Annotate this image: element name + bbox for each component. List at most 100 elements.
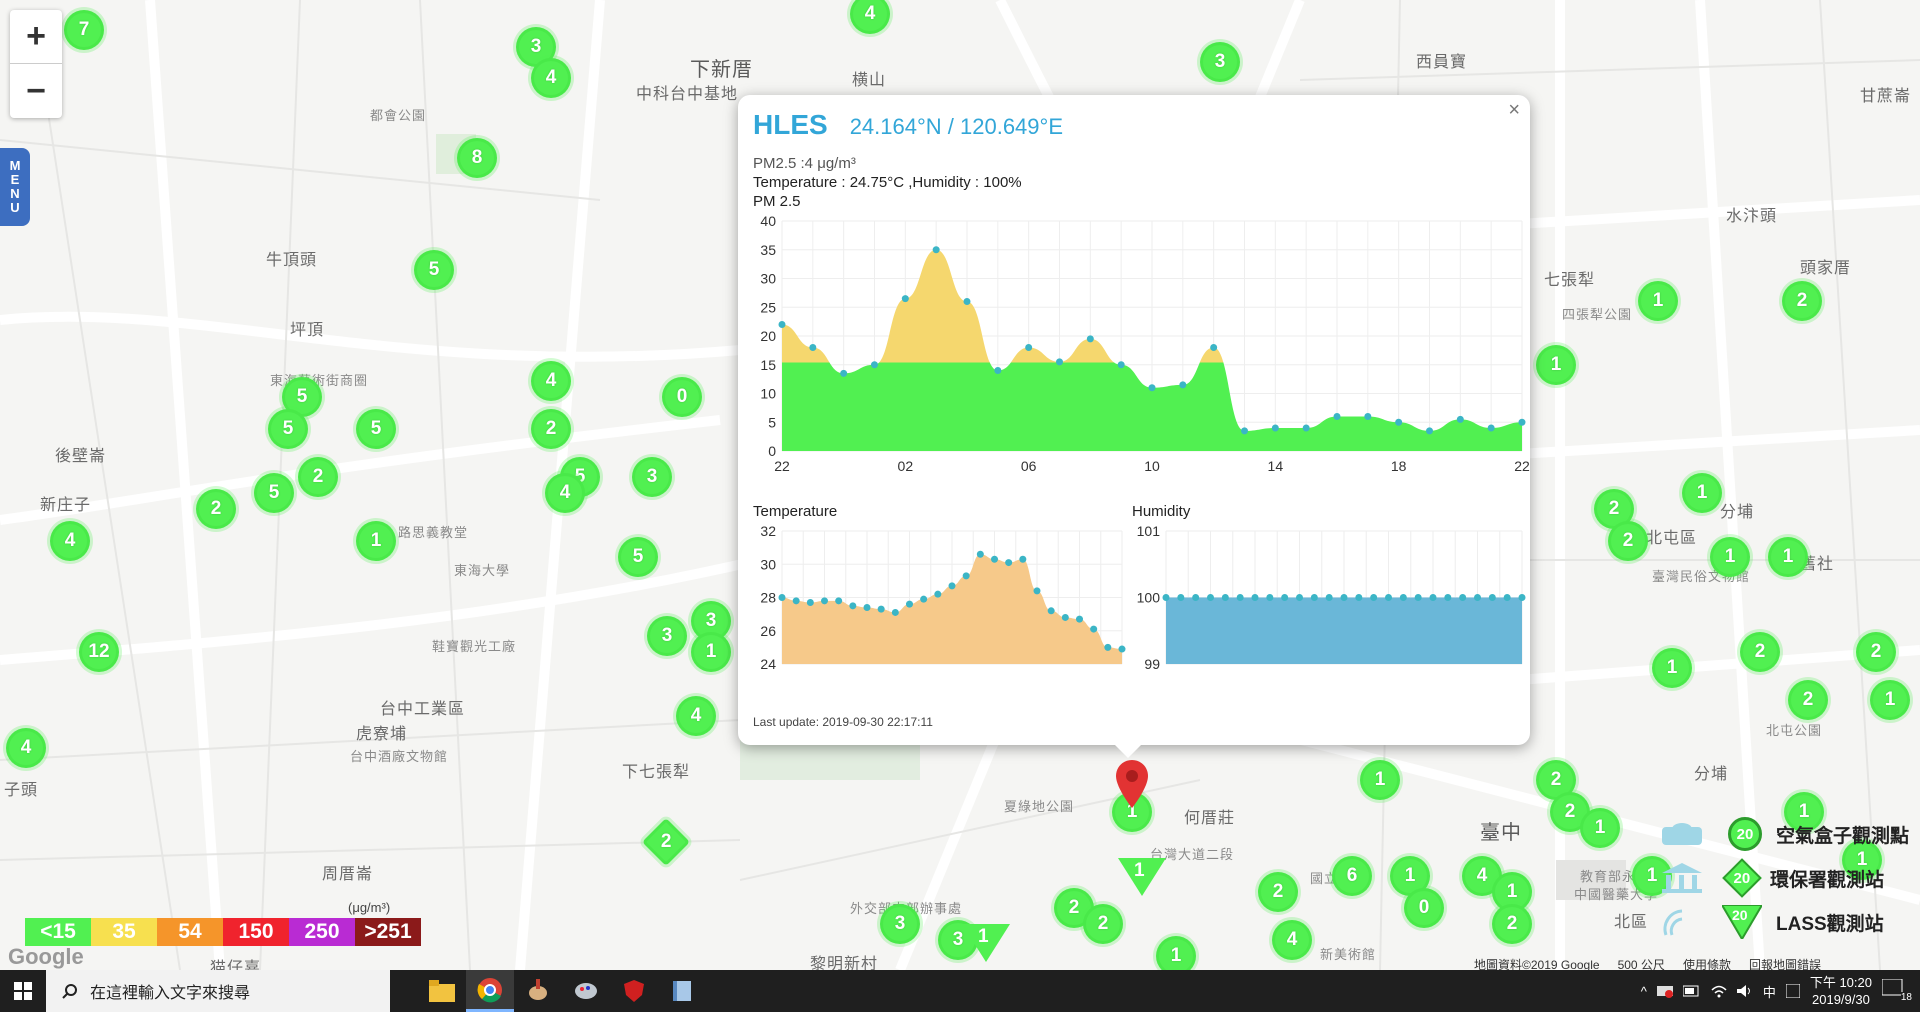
- chart-data-point[interactable]: [1047, 607, 1055, 615]
- airbox-station-marker[interactable]: 1: [1638, 281, 1678, 321]
- chart-data-point[interactable]: [1061, 613, 1069, 621]
- start-button[interactable]: [0, 970, 46, 1012]
- chart-data-point[interactable]: [863, 603, 871, 611]
- app-button[interactable]: [610, 970, 658, 1012]
- chart-data-point[interactable]: [1090, 625, 1098, 633]
- input-mode-icon[interactable]: [1785, 984, 1800, 998]
- chart-data-point[interactable]: [1241, 427, 1248, 435]
- chart-data-point[interactable]: [1207, 594, 1214, 601]
- chart-data-point[interactable]: [809, 344, 817, 351]
- airbox-station-marker[interactable]: 1: [1360, 760, 1400, 800]
- airbox-station-marker[interactable]: 2: [1258, 872, 1298, 912]
- airbox-station-marker[interactable]: 1: [356, 521, 396, 561]
- airbox-station-marker[interactable]: 1: [1682, 473, 1722, 513]
- airbox-station-marker[interactable]: 4: [50, 521, 90, 561]
- chart-data-point[interactable]: [1296, 594, 1303, 601]
- airbox-station-marker[interactable]: 5: [356, 409, 396, 449]
- station-row-airbox[interactable]: 20 空氣盒子觀測點: [1660, 812, 1909, 856]
- airbox-station-marker[interactable]: 0: [1404, 888, 1444, 928]
- airbox-station-marker[interactable]: 8: [457, 138, 497, 178]
- app-button[interactable]: [514, 970, 562, 1012]
- airbox-station-marker[interactable]: 4: [6, 728, 46, 768]
- airbox-station-marker[interactable]: 2: [1492, 904, 1532, 944]
- chart-data-point[interactable]: [1056, 358, 1063, 366]
- chart-data-point[interactable]: [1399, 594, 1407, 601]
- chart-data-point[interactable]: [1302, 424, 1310, 432]
- chart-data-point[interactable]: [1459, 594, 1467, 601]
- chart-data-point[interactable]: [1487, 424, 1495, 432]
- chart-data-point[interactable]: [948, 582, 956, 590]
- airbox-station-marker[interactable]: 4: [531, 361, 571, 401]
- chart-data-point[interactable]: [1118, 645, 1126, 653]
- airbox-station-marker[interactable]: 2: [531, 409, 571, 449]
- chart-data-point[interactable]: [1518, 418, 1526, 426]
- airbox-station-marker[interactable]: 1: [1492, 872, 1532, 912]
- chart-data-point[interactable]: [1179, 381, 1187, 389]
- menu-tab[interactable]: M E N U: [0, 148, 30, 226]
- airbox-station-marker[interactable]: 3: [1200, 42, 1240, 82]
- chart-data-point[interactable]: [877, 605, 885, 613]
- chart-data-point[interactable]: [1310, 594, 1318, 601]
- app-button[interactable]: [562, 970, 610, 1012]
- chart-data-point[interactable]: [1385, 594, 1392, 601]
- chart-data-point[interactable]: [1325, 594, 1333, 601]
- chart-data-point[interactable]: [1251, 594, 1259, 601]
- chart-data-point[interactable]: [1086, 335, 1094, 343]
- airbox-station-marker[interactable]: 5: [254, 473, 294, 513]
- chart-data-point[interactable]: [1033, 587, 1041, 595]
- selected-location-pin[interactable]: [1116, 760, 1148, 813]
- lass-station-marker[interactable]: 1: [1118, 858, 1166, 896]
- chrome-button[interactable]: [466, 970, 514, 1012]
- airbox-station-marker[interactable]: 2: [1608, 521, 1648, 561]
- chart-data-point[interactable]: [821, 597, 828, 605]
- chart-data-point[interactable]: [778, 594, 786, 601]
- lass-station-marker[interactable]: 1: [962, 924, 1010, 962]
- ime-indicator[interactable]: 中: [1762, 984, 1776, 1000]
- chart-data-point[interactable]: [1221, 594, 1229, 601]
- app-button[interactable]: [658, 970, 706, 1012]
- battery-icon[interactable]: [1682, 985, 1701, 997]
- terms-link[interactable]: 使用條款: [1682, 958, 1731, 972]
- chart-data-point[interactable]: [806, 598, 814, 606]
- chart-data-point[interactable]: [1148, 384, 1156, 392]
- chart-data-point[interactable]: [1444, 594, 1452, 601]
- clock[interactable]: 下午 10:20 2019/9/30: [1810, 974, 1872, 1008]
- chart-data-point[interactable]: [1281, 594, 1289, 601]
- airbox-station-marker[interactable]: 1: [1842, 840, 1882, 880]
- taskbar-search[interactable]: 在這裡輸入文字來搜尋: [46, 970, 390, 1012]
- airbox-station-marker[interactable]: 4: [531, 58, 571, 98]
- zoom-out-button[interactable]: −: [26, 71, 46, 110]
- airbox-station-marker[interactable]: 7: [64, 10, 104, 50]
- chart-data-point[interactable]: [934, 590, 942, 598]
- chart-data-point[interactable]: [1025, 344, 1033, 351]
- chart-data-point[interactable]: [1019, 555, 1027, 563]
- airbox-station-marker[interactable]: 1: [1710, 537, 1750, 577]
- chart-data-point[interactable]: [1395, 418, 1403, 426]
- file-explorer-button[interactable]: [418, 970, 466, 1012]
- chart-data-point[interactable]: [778, 321, 786, 328]
- airbox-station-marker[interactable]: 2: [1856, 632, 1896, 672]
- airbox-station-marker[interactable]: 1: [1536, 345, 1576, 385]
- chevron-up-icon[interactable]: ^: [1640, 983, 1647, 999]
- chart-data-point[interactable]: [962, 572, 970, 580]
- airbox-station-marker[interactable]: 6: [1332, 856, 1372, 896]
- chart-data-point[interactable]: [1271, 424, 1279, 432]
- chart-data-point[interactable]: [976, 550, 984, 558]
- airbox-station-marker[interactable]: 5: [618, 537, 658, 577]
- zoom-in-button[interactable]: +: [10, 10, 62, 64]
- airbox-station-marker[interactable]: 1: [1580, 808, 1620, 848]
- chart-data-point[interactable]: [1236, 594, 1244, 601]
- airbox-station-marker[interactable]: 4: [545, 473, 585, 513]
- chart-data-point[interactable]: [849, 602, 857, 610]
- chart-data-point[interactable]: [920, 595, 928, 603]
- airbox-station-marker[interactable]: 2: [1740, 632, 1780, 672]
- chart-data-point[interactable]: [871, 361, 878, 369]
- airbox-station-marker[interactable]: 2: [1788, 680, 1828, 720]
- airbox-station-marker[interactable]: 1: [1870, 680, 1910, 720]
- chart-data-point[interactable]: [1426, 427, 1433, 435]
- chart-data-point[interactable]: [792, 597, 800, 605]
- chart-data-point[interactable]: [1429, 594, 1437, 601]
- airbox-station-marker[interactable]: 1: [1652, 648, 1692, 688]
- chart-data-point[interactable]: [963, 298, 971, 305]
- chart-data-point[interactable]: [1117, 361, 1125, 369]
